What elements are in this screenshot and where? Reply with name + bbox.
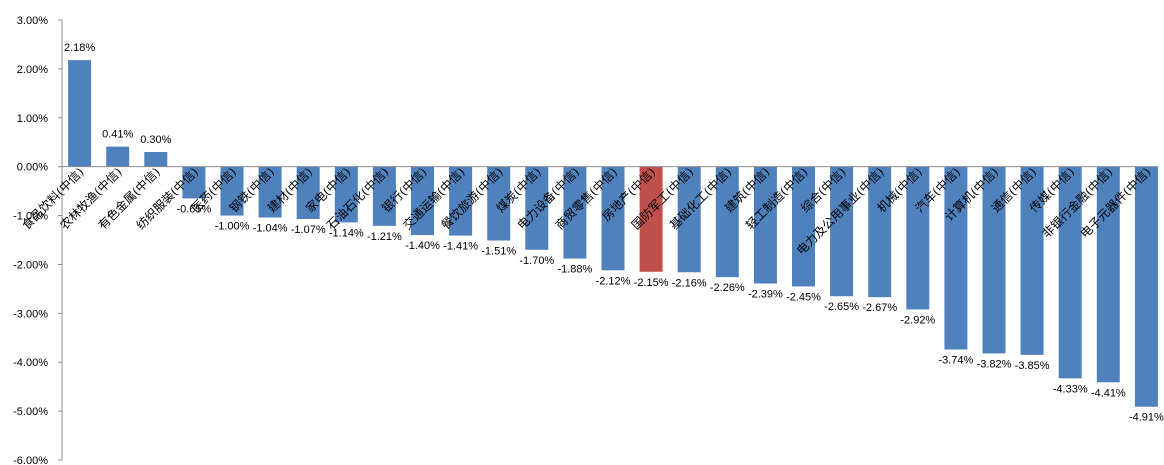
data-label: -2.92% [900,314,935,326]
bar [906,166,930,310]
data-label: -1.40% [405,240,440,252]
y-tick-label: -1.00% [13,211,48,223]
y-tick-label: 1.00% [17,113,48,125]
y-tick-label: 3.00% [17,15,48,27]
bar [525,166,549,250]
data-label: -4.33% [1053,383,1088,395]
data-label: -2.67% [862,302,897,314]
bar [1058,166,1082,379]
y-tick-label: -6.00% [13,455,48,465]
bar [449,166,473,236]
data-label: -1.00% [215,221,250,233]
y-tick-label: -2.00% [13,259,48,271]
bar [563,166,587,259]
bar [144,152,168,167]
bar [715,166,739,278]
data-label: -2.65% [824,301,859,313]
data-label: -4.41% [1091,387,1126,399]
bar [1096,166,1120,383]
data-label: -1.88% [557,264,592,276]
data-label: -1.70% [519,255,554,267]
bar [753,166,777,284]
bar [792,166,815,287]
bar [296,166,320,219]
bar [411,166,434,236]
bar [182,166,206,199]
bar [677,166,701,273]
data-label: -3.85% [1015,360,1050,372]
data-label: -2.12% [596,275,631,287]
data-label: -1.04% [253,223,288,235]
bar [868,166,892,298]
bar [944,166,968,350]
data-label: -2.39% [748,289,783,301]
data-label: -3.74% [938,355,973,367]
bar [220,166,244,216]
data-label: -2.45% [786,291,821,303]
y-tick-label: -3.00% [13,308,48,320]
bar [982,166,1006,354]
data-label: -2.26% [710,282,745,294]
y-tick-label: -4.00% [13,357,48,369]
bar [1020,166,1044,355]
bar [830,166,854,297]
y-tick-label: -5.00% [13,406,48,418]
bar [258,166,282,218]
data-label: -1.07% [291,224,326,236]
bar [372,166,396,226]
data-label: -2.16% [672,277,707,289]
data-label: -1.51% [481,245,516,257]
bar [68,60,92,167]
bar [334,166,358,223]
y-tick-label: 0.00% [17,162,48,174]
data-label: -2.15% [634,277,669,289]
bar [1134,166,1158,407]
data-label: -1.21% [367,231,402,243]
data-label: -4.91% [1129,412,1164,424]
bar [639,166,663,272]
bar [106,146,130,167]
data-label: 2.18% [64,42,95,54]
data-label: -0.65% [176,203,211,215]
y-tick-label: 2.00% [17,64,48,76]
data-label: 0.30% [140,134,171,146]
bar [601,166,625,271]
bar [487,166,511,241]
data-label: -3.82% [977,358,1012,370]
data-label: -1.41% [443,241,478,253]
data-label: 0.41% [102,129,133,141]
data-label: -1.14% [329,227,364,239]
